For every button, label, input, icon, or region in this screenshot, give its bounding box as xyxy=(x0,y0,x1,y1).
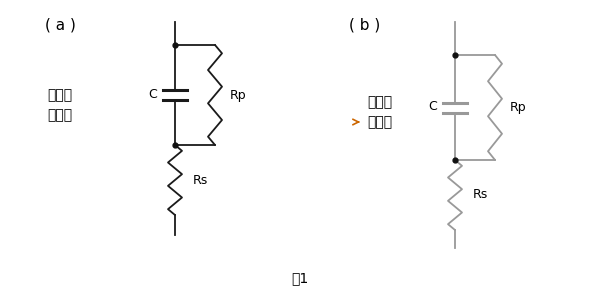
Text: ( b ): ( b ) xyxy=(349,17,380,32)
Text: Rs: Rs xyxy=(473,189,488,201)
Text: Rp: Rp xyxy=(230,88,246,101)
Text: Rs: Rs xyxy=(193,173,209,186)
Text: 大阻抗: 大阻抗 xyxy=(47,108,73,122)
Text: 低阻抗: 低阻抗 xyxy=(367,115,392,129)
Text: C: C xyxy=(148,88,157,101)
Text: ( a ): ( a ) xyxy=(44,17,76,32)
Text: 大电容: 大电容 xyxy=(367,95,392,109)
Text: C: C xyxy=(429,101,438,114)
Text: 小电容: 小电容 xyxy=(47,88,73,102)
Text: 图1: 图1 xyxy=(291,271,309,285)
Text: Rp: Rp xyxy=(510,101,526,114)
